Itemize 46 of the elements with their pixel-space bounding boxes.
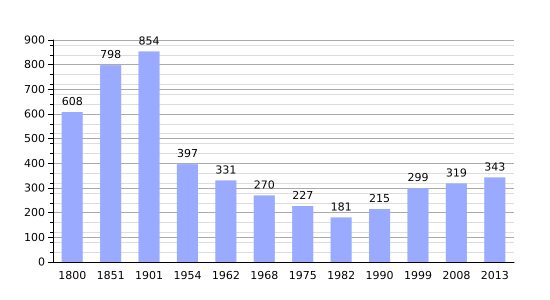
data-label: 331 bbox=[215, 163, 236, 176]
data-label: 397 bbox=[176, 147, 198, 160]
data-label: 798 bbox=[100, 48, 122, 62]
x-tick-label: 1901 bbox=[135, 269, 164, 282]
y-tick-label: 800 bbox=[24, 58, 45, 72]
y-tick-label: 200 bbox=[24, 206, 45, 220]
data-label: 181 bbox=[330, 200, 352, 214]
data-label: 215 bbox=[369, 192, 390, 205]
data-label: 319 bbox=[446, 166, 467, 180]
bar bbox=[368, 208, 390, 262]
data-label: 854 bbox=[138, 34, 160, 48]
x-tick-label: 2008 bbox=[442, 269, 470, 282]
x-tick-label: 1954 bbox=[173, 269, 202, 282]
bar bbox=[62, 112, 83, 262]
bar bbox=[100, 65, 122, 262]
x-tick-label: 1968 bbox=[250, 269, 278, 282]
bar bbox=[484, 177, 506, 262]
x-tick-label: 1982 bbox=[327, 269, 356, 282]
y-tick-label: 300 bbox=[24, 182, 45, 194]
x-tick-label: 2013 bbox=[480, 269, 509, 282]
x-tick-label: 1800 bbox=[58, 269, 86, 282]
bar bbox=[176, 164, 198, 262]
bar bbox=[138, 51, 160, 262]
bar bbox=[215, 180, 236, 262]
x-tick-label: 1975 bbox=[288, 269, 317, 282]
y-tick-label: 700 bbox=[24, 82, 45, 96]
y-tick-label: 400 bbox=[24, 156, 45, 170]
x-tick-label: 1999 bbox=[404, 269, 432, 282]
data-label: 270 bbox=[254, 178, 275, 192]
data-label: 227 bbox=[292, 189, 314, 202]
y-tick-label: 0 bbox=[38, 256, 45, 268]
y-tick-label: 600 bbox=[24, 108, 45, 120]
x-tick-label: 1851 bbox=[96, 269, 125, 282]
bar bbox=[407, 188, 429, 262]
bar bbox=[292, 206, 314, 262]
data-label: 343 bbox=[484, 160, 506, 174]
data-label: 608 bbox=[62, 95, 83, 108]
bar bbox=[330, 217, 352, 262]
y-tick-label: 500 bbox=[24, 132, 45, 146]
x-tick-label: 1990 bbox=[366, 269, 394, 282]
data-label: 299 bbox=[407, 171, 428, 184]
x-tick-label: 1962 bbox=[212, 269, 240, 282]
bar bbox=[254, 195, 275, 262]
y-tick-label: 900 bbox=[24, 34, 45, 46]
y-tick-label: 100 bbox=[24, 230, 45, 244]
bar bbox=[446, 183, 467, 262]
